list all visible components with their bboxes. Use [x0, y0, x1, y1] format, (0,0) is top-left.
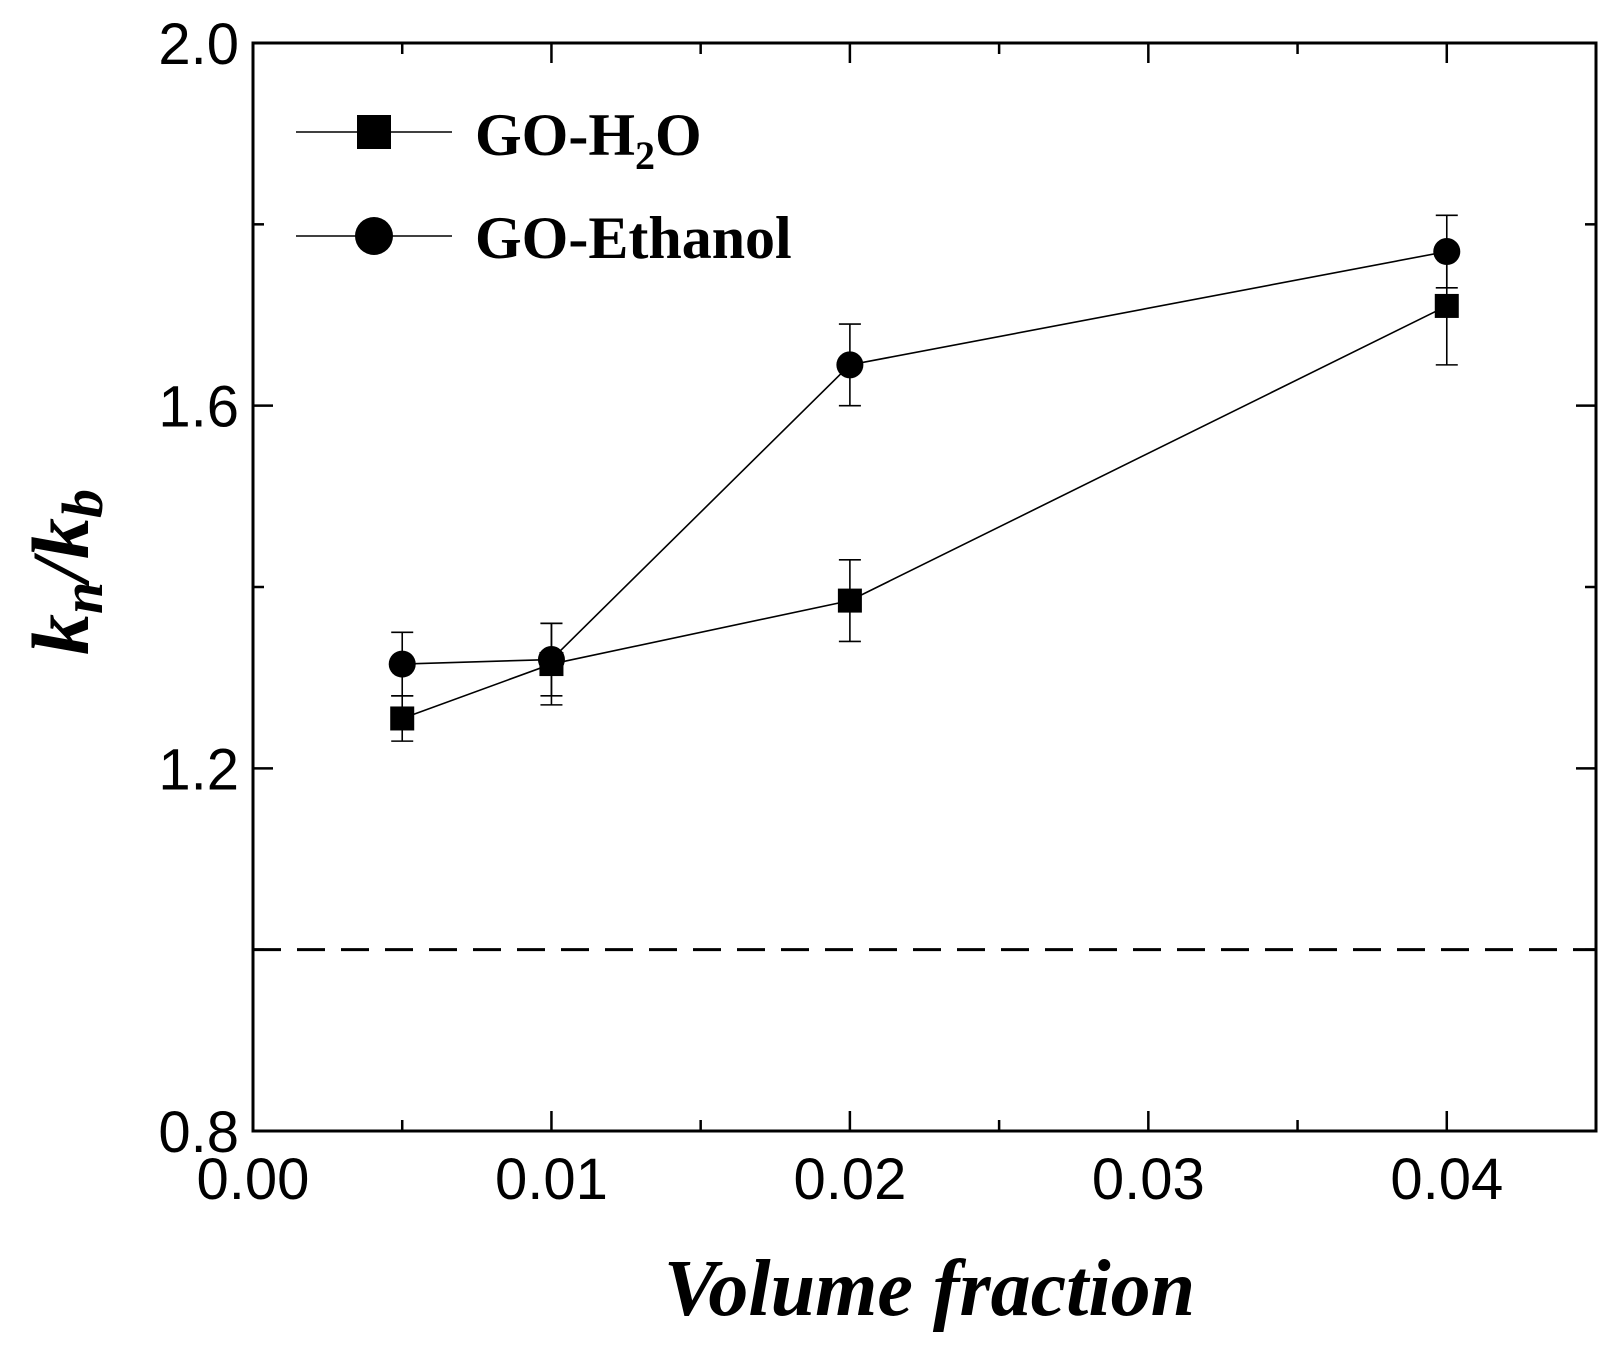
data-point-go-h2o	[390, 706, 415, 731]
data-point-go-h2o	[837, 588, 862, 613]
x-tick-label: 0.01	[495, 1147, 608, 1212]
x-tick-label: 0.04	[1390, 1147, 1503, 1212]
data-point-go-ethanol	[836, 351, 864, 379]
tick-layer: 0.00 0.01 0.02 0.03 0.04 0.8 1.2 1.6 2.0	[158, 12, 1596, 1212]
series-line-go-h2o	[401, 305, 1448, 720]
legend-marker-square	[357, 115, 391, 149]
x-tick-label: 0.00	[197, 1147, 310, 1212]
series-layer	[388, 214, 1461, 742]
legend-go-h2o-sub: 2	[635, 133, 655, 178]
y-tick-label: 2.0	[158, 12, 239, 77]
legend: GO-H2O GO-Ethanol	[296, 102, 792, 271]
y-axis-title: kn/kb	[15, 489, 115, 655]
legend-label-go-h2o: GO-H2O	[475, 102, 702, 178]
data-point-go-ethanol	[388, 650, 416, 678]
data-point-go-ethanol	[537, 646, 565, 674]
legend-marker-circle	[355, 217, 393, 255]
data-point-go-ethanol	[1433, 238, 1461, 266]
y-title-n: n	[50, 582, 115, 614]
legend-go-h2o-tail: O	[655, 102, 702, 168]
x-tick-label: 0.02	[793, 1147, 906, 1212]
legend-label-go-ethanol: GO-Ethanol	[475, 205, 792, 271]
y-tick-label: 0.8	[158, 1100, 239, 1165]
plot-frame	[251, 41, 1598, 1133]
y-tick-label: 1.6	[158, 375, 239, 440]
legend-go-h2o-main: GO-H	[475, 102, 635, 168]
y-title-k1: k	[15, 614, 106, 655]
y-title-k2: k	[15, 518, 106, 559]
y-title-b: b	[50, 489, 115, 518]
x-tick-label: 0.03	[1092, 1147, 1205, 1212]
series-go-ethanol	[388, 214, 1461, 697]
y-tick-label: 1.2	[158, 737, 239, 802]
data-point-go-h2o	[1434, 293, 1459, 318]
series-line-go-ethanol	[402, 250, 1447, 665]
x-axis-title: Volume fraction	[664, 1245, 1195, 1333]
axes-layer	[251, 41, 1598, 1133]
